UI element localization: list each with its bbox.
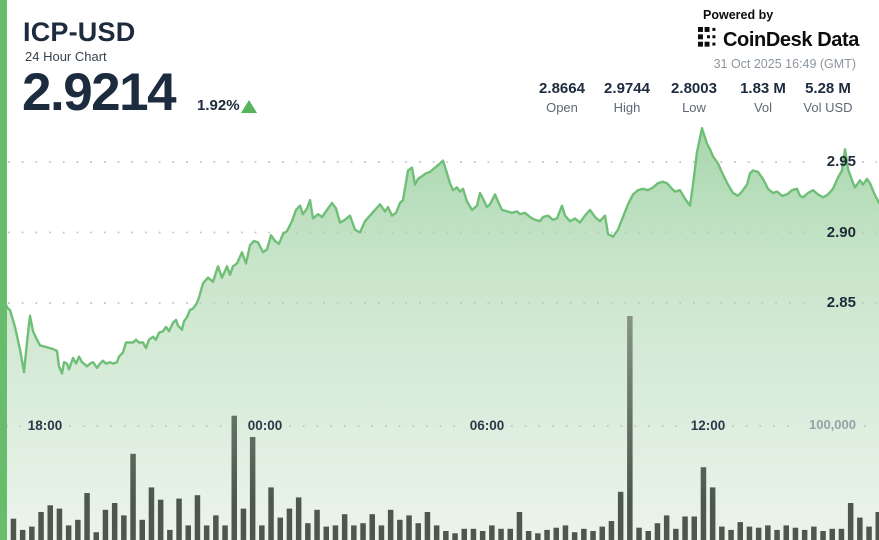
stat-high: 2.9744 High	[604, 80, 650, 115]
volume-bars	[1, 316, 879, 540]
x-axis-tick-0000: 00:00	[247, 418, 283, 433]
stat-low-label: Low	[682, 100, 706, 115]
stat-low-value: 2.8003	[671, 80, 717, 97]
page-title: ICP-USD	[23, 17, 136, 47]
price-change-percent: 1.92%	[197, 97, 240, 114]
stat-volume-usd-value: 5.28 M	[805, 80, 851, 97]
price-line	[0, 126, 879, 375]
x-axis-tick-1200: 12:00	[690, 418, 726, 433]
stat-low: 2.8003 Low	[671, 80, 717, 115]
volume-axis-tick: 100,000	[809, 417, 856, 432]
stat-open: 2.8664 Open	[539, 80, 585, 115]
stat-open-value: 2.8664	[539, 80, 585, 97]
coindesk-data-logo[interactable]: CoinDesk Data	[698, 27, 859, 53]
up-triangle-icon	[241, 100, 257, 113]
stat-volume-usd-label: Vol USD	[803, 100, 853, 115]
y-axis-tick-285: 2.85	[826, 294, 856, 311]
x-axis-tick-0600: 06:00	[469, 418, 505, 433]
chart-timestamp: 31 Oct 2025 16:49 (GMT)	[713, 57, 856, 71]
y-axis-tick-295: 2.95	[826, 153, 856, 170]
stat-volume: 1.83 M Vol	[740, 80, 786, 115]
stat-volume-label: Vol	[753, 100, 773, 115]
y-axis-tick-290: 2.90	[826, 224, 856, 241]
left-accent-bar	[0, 0, 7, 540]
stat-open-label: Open	[546, 100, 578, 115]
powered-by-label: Powered by	[703, 8, 774, 22]
x-axis-tick-1800: 18:00	[27, 418, 63, 433]
stat-volume-value: 1.83 M	[740, 80, 786, 97]
chart-subtitle: 24 Hour Chart	[25, 49, 107, 64]
gridlines	[6, 161, 877, 427]
brand-name: CoinDesk Data	[723, 28, 859, 51]
current-price: 2.9214	[22, 63, 177, 122]
coindesk-logo-icon	[698, 27, 719, 53]
area-fill	[0, 128, 879, 540]
stat-high-label: High	[613, 100, 641, 115]
stat-volume-usd: 5.28 M Vol USD	[803, 80, 852, 115]
stat-high-value: 2.9744	[604, 80, 650, 97]
